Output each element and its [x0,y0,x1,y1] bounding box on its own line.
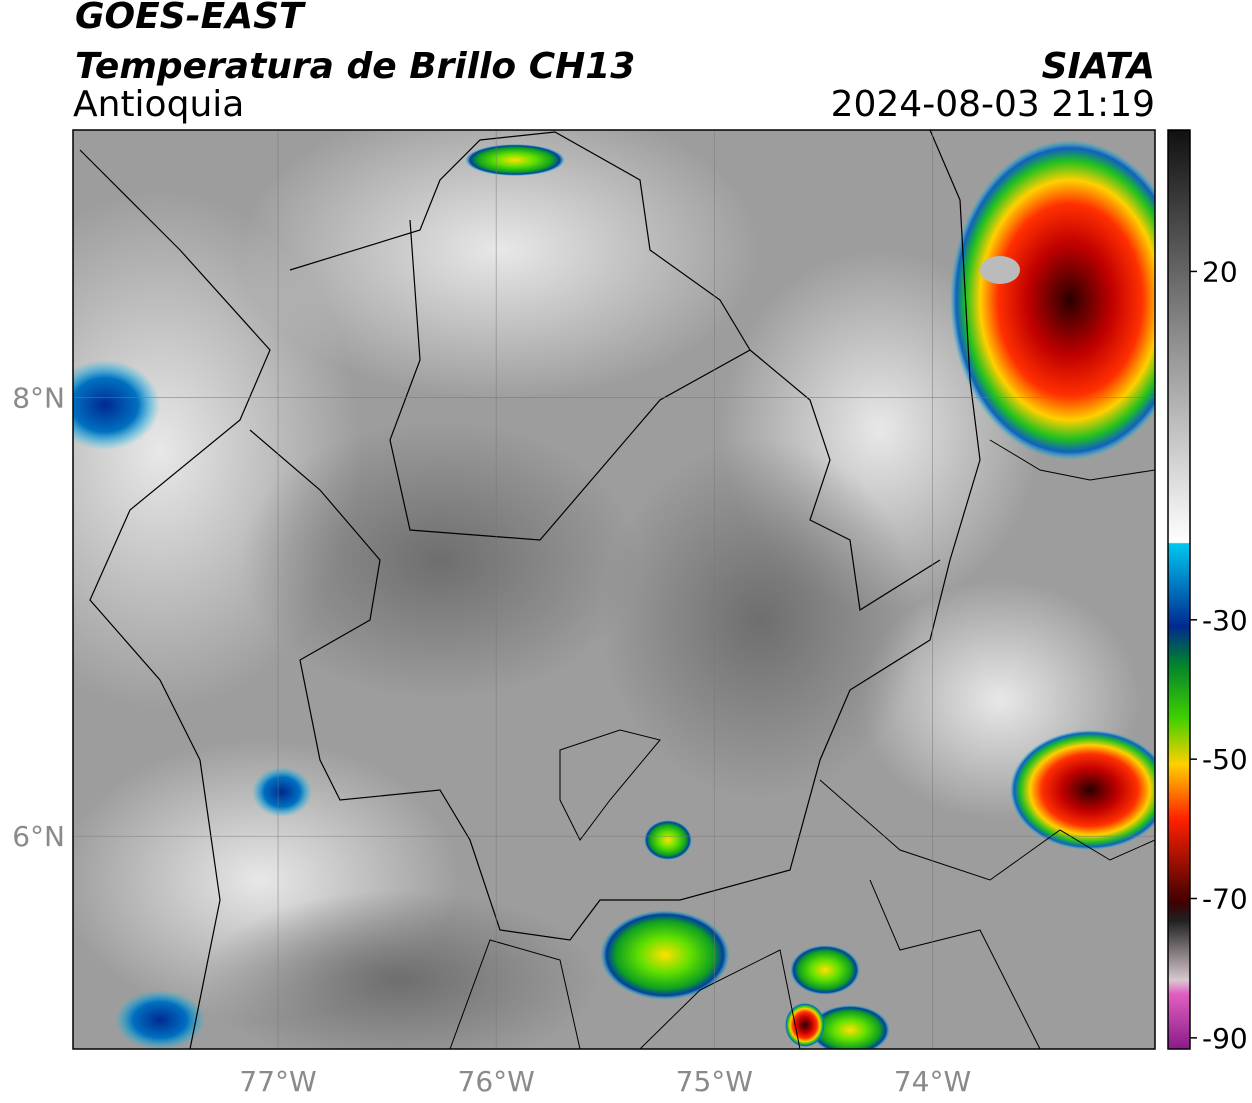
datetime: 2024-08-03 21:19 [831,84,1155,125]
x-tick-label: 74°W [894,1065,971,1098]
colorbar-tick-label: -70 [1202,883,1248,916]
colorbar [1167,129,1191,1050]
subtitle: Temperatura de Brillo CH13 [75,46,635,87]
source: SIATA [1042,46,1155,87]
colorbar-tick-label: -90 [1202,1022,1248,1055]
colorbar-tick-label: -50 [1202,743,1248,776]
map-frame [72,129,1156,1050]
y-tick-label: 6°N [12,820,65,853]
title: GOES-EAST [75,0,306,37]
x-tick-label: 75°W [676,1065,753,1098]
grid [73,130,1155,1049]
region: Antioquia [73,84,244,125]
x-tick-label: 77°W [239,1065,316,1098]
y-tick-label: 8°N [12,382,65,415]
x-tick-label: 76°W [458,1065,535,1098]
satellite-image [73,130,1155,1049]
colorbar-tick-label: 20 [1202,255,1238,288]
colorbar-ticks: 20 -30 -50 -70 -90 [1190,255,1248,1055]
colorbar-tick-label: -30 [1202,604,1248,637]
